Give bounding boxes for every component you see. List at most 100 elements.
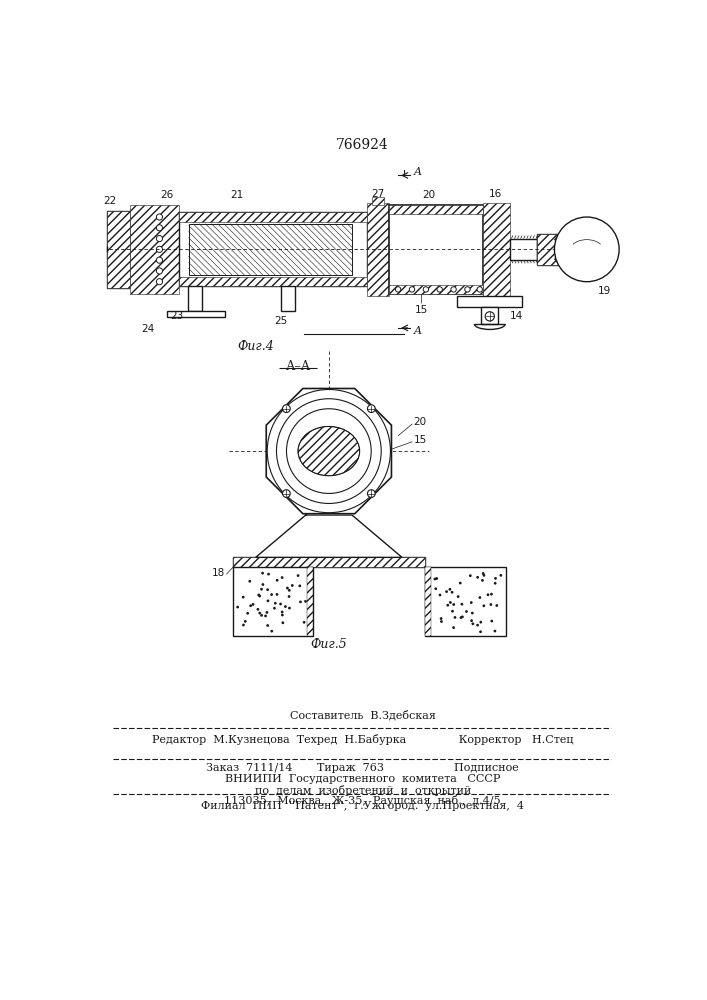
Text: 24: 24 [141, 324, 155, 334]
Circle shape [423, 287, 428, 292]
Circle shape [260, 588, 263, 591]
Circle shape [438, 594, 441, 596]
Bar [389, 285, 483, 294]
Circle shape [283, 405, 291, 412]
Text: 19: 19 [598, 286, 611, 296]
Circle shape [493, 630, 496, 632]
Text: Составитель  В.Здебская: Составитель В.Здебская [290, 710, 436, 721]
Text: ВНИИПИ  Государственного  комитета   СССР: ВНИИПИ Государственного комитета СССР [225, 774, 501, 784]
Circle shape [459, 582, 462, 584]
Circle shape [156, 257, 163, 263]
Circle shape [250, 604, 252, 607]
Bar [107, 211, 130, 288]
Circle shape [434, 587, 437, 590]
Circle shape [409, 287, 415, 292]
Circle shape [477, 287, 482, 292]
Bar [537, 234, 560, 265]
Circle shape [297, 574, 300, 577]
Text: 27: 27 [371, 189, 385, 199]
Bar [233, 557, 425, 567]
Circle shape [286, 409, 371, 493]
Circle shape [288, 595, 291, 598]
Circle shape [490, 593, 493, 596]
Circle shape [291, 584, 293, 587]
Circle shape [267, 573, 270, 576]
Circle shape [266, 611, 269, 614]
Circle shape [482, 604, 485, 607]
Circle shape [477, 576, 479, 579]
Circle shape [428, 630, 431, 633]
Text: 113035,  Москва,  Ж-35,  Раушская  наб.,  д.4/5: 113035, Москва, Ж-35, Раушская наб., д.4… [224, 795, 501, 806]
Circle shape [454, 616, 456, 619]
Circle shape [477, 624, 479, 627]
Circle shape [470, 601, 473, 604]
Circle shape [500, 574, 502, 577]
Circle shape [281, 614, 284, 616]
Circle shape [286, 587, 288, 589]
Circle shape [279, 603, 282, 605]
Circle shape [244, 620, 247, 623]
Text: A: A [414, 326, 421, 336]
Circle shape [273, 607, 276, 610]
Circle shape [440, 617, 443, 620]
Circle shape [491, 620, 493, 622]
Circle shape [479, 596, 481, 599]
Circle shape [257, 594, 260, 596]
Bar [372, 197, 385, 205]
Circle shape [471, 612, 474, 614]
Bar [233, 557, 425, 567]
Circle shape [445, 590, 448, 593]
Circle shape [440, 620, 443, 623]
Circle shape [437, 287, 443, 292]
Circle shape [304, 600, 307, 603]
Bar [179, 212, 368, 222]
Bar [233, 567, 313, 636]
Circle shape [479, 621, 482, 624]
Circle shape [464, 287, 470, 292]
Circle shape [483, 574, 485, 577]
Circle shape [494, 577, 497, 580]
Circle shape [288, 589, 291, 592]
Circle shape [307, 611, 310, 614]
Circle shape [258, 595, 261, 597]
Circle shape [465, 610, 468, 613]
Circle shape [451, 287, 456, 292]
Circle shape [270, 593, 273, 596]
Circle shape [267, 624, 269, 627]
Circle shape [242, 624, 245, 626]
Circle shape [303, 621, 305, 624]
Circle shape [276, 399, 381, 503]
Circle shape [449, 601, 452, 604]
Circle shape [368, 405, 375, 412]
Circle shape [156, 225, 163, 231]
Circle shape [276, 579, 279, 582]
Text: A: A [414, 167, 421, 177]
Bar [368, 203, 389, 296]
Text: 15: 15 [414, 435, 427, 445]
Bar [130, 205, 179, 294]
Circle shape [472, 622, 474, 625]
Text: Фиг.5: Фиг.5 [310, 638, 347, 651]
Bar [179, 212, 368, 286]
Circle shape [281, 576, 284, 579]
Circle shape [156, 235, 163, 242]
Circle shape [457, 595, 460, 598]
Circle shape [260, 614, 263, 617]
Text: 20: 20 [414, 417, 426, 427]
Circle shape [257, 608, 259, 611]
Circle shape [236, 606, 239, 608]
Circle shape [554, 217, 619, 282]
Text: 23: 23 [170, 311, 183, 321]
Circle shape [267, 588, 269, 591]
Circle shape [486, 593, 489, 596]
Circle shape [156, 214, 163, 220]
Circle shape [485, 312, 494, 321]
Circle shape [270, 630, 273, 633]
Bar [188, 286, 201, 311]
Bar [537, 234, 560, 265]
Circle shape [479, 630, 482, 633]
Circle shape [451, 591, 453, 594]
Circle shape [469, 574, 472, 577]
Circle shape [436, 577, 438, 580]
Circle shape [246, 612, 249, 615]
